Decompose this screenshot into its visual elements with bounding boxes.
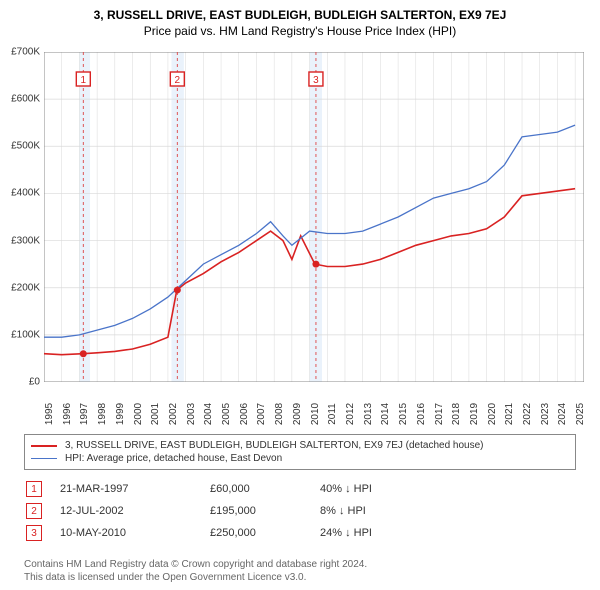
sale-date: 21-MAR-1997 (60, 483, 210, 495)
x-tick-label: 2021 (504, 403, 515, 425)
x-tick-label: 2005 (221, 403, 232, 425)
x-tick-label: 2004 (203, 403, 214, 425)
y-tick-label: £600K (11, 94, 40, 105)
x-axis-labels: 1995 1996 1997 1998 1999 2000 2001 2002 2003 2004… (44, 384, 584, 428)
y-tick-label: £200K (11, 282, 40, 293)
sale-row: 2 12-JUL-2002£195,0008% ↓ HPI (24, 500, 576, 522)
legend-swatch (31, 445, 57, 447)
x-tick-label: 2003 (186, 403, 197, 425)
svg-text:1: 1 (81, 75, 87, 86)
x-tick-label: 2010 (310, 403, 321, 425)
sale-pct-vs-hpi: 8% ↓ HPI (320, 505, 480, 517)
sales-table: 1 21-MAR-1997£60,00040% ↓ HPI 2 12-JUL-2002… (24, 478, 576, 544)
footer: Contains HM Land Registry data © Crown c… (24, 558, 367, 584)
x-tick-label: 2020 (487, 403, 498, 425)
sale-price: £250,000 (210, 527, 320, 539)
x-tick-label: 1995 (44, 403, 55, 425)
x-tick-label: 2015 (398, 403, 409, 425)
x-tick-label: 1997 (79, 403, 90, 425)
sale-badge: 3 (26, 525, 42, 541)
sale-badge: 2 (26, 503, 42, 519)
x-tick-label: 2023 (540, 403, 551, 425)
legend: 3, RUSSELL DRIVE, EAST BUDLEIGH, BUDLEIG… (24, 434, 576, 470)
x-tick-label: 2009 (292, 403, 303, 425)
x-tick-label: 2025 (575, 403, 586, 425)
sale-badge: 1 (26, 481, 42, 497)
y-tick-label: £700K (11, 47, 40, 58)
x-tick-label: 2014 (380, 403, 391, 425)
x-tick-label: 2018 (451, 403, 462, 425)
x-tick-label: 1999 (115, 403, 126, 425)
title-sub: Price paid vs. HM Land Registry's House … (10, 24, 590, 38)
x-tick-label: 2008 (274, 403, 285, 425)
x-tick-label: 2012 (345, 403, 356, 425)
x-tick-label: 2007 (256, 403, 267, 425)
svg-text:2: 2 (175, 75, 181, 86)
y-tick-label: £300K (11, 235, 40, 246)
footer-line1: Contains HM Land Registry data © Crown c… (24, 558, 367, 571)
x-tick-label: 2016 (416, 403, 427, 425)
x-tick-label: 2019 (469, 403, 480, 425)
svg-text:3: 3 (313, 75, 319, 86)
sale-row: 3 10-MAY-2010£250,00024% ↓ HPI (24, 522, 576, 544)
y-tick-label: £400K (11, 188, 40, 199)
x-tick-label: 2006 (239, 403, 250, 425)
sale-pct-vs-hpi: 40% ↓ HPI (320, 483, 480, 495)
x-tick-label: 2022 (522, 403, 533, 425)
x-tick-label: 1998 (97, 403, 108, 425)
legend-item: HPI: Average price, detached house, East… (31, 452, 569, 465)
title-main: 3, RUSSELL DRIVE, EAST BUDLEIGH, BUDLEIG… (10, 8, 590, 22)
footer-line2: This data is licensed under the Open Gov… (24, 571, 367, 584)
x-tick-label: 2011 (327, 403, 338, 425)
legend-swatch (31, 458, 57, 459)
legend-label: HPI: Average price, detached house, East… (65, 453, 282, 464)
title-block: 3, RUSSELL DRIVE, EAST BUDLEIGH, BUDLEIG… (0, 0, 600, 42)
x-tick-label: 2000 (133, 403, 144, 425)
x-tick-label: 1996 (62, 403, 73, 425)
x-tick-label: 2002 (168, 403, 179, 425)
sale-date: 12-JUL-2002 (60, 505, 210, 517)
x-tick-label: 2001 (150, 403, 161, 425)
legend-label: 3, RUSSELL DRIVE, EAST BUDLEIGH, BUDLEIG… (65, 440, 484, 451)
sale-date: 10-MAY-2010 (60, 527, 210, 539)
sale-row: 1 21-MAR-1997£60,00040% ↓ HPI (24, 478, 576, 500)
x-tick-label: 2024 (557, 403, 568, 425)
y-tick-label: £100K (11, 329, 40, 340)
y-axis-labels: £0£100K£200K£300K£400K£500K£600K£700K (0, 52, 44, 382)
chart-area: 1 2 3 (44, 52, 584, 382)
sale-price: £60,000 (210, 483, 320, 495)
x-tick-label: 2017 (434, 403, 445, 425)
chart-svg: 1 2 3 (44, 52, 584, 382)
legend-item: 3, RUSSELL DRIVE, EAST BUDLEIGH, BUDLEIG… (31, 439, 569, 452)
x-tick-label: 2013 (363, 403, 374, 425)
chart-container: 3, RUSSELL DRIVE, EAST BUDLEIGH, BUDLEIG… (0, 0, 600, 590)
sale-pct-vs-hpi: 24% ↓ HPI (320, 527, 480, 539)
y-tick-label: £500K (11, 141, 40, 152)
y-tick-label: £0 (29, 377, 40, 388)
sale-price: £195,000 (210, 505, 320, 517)
